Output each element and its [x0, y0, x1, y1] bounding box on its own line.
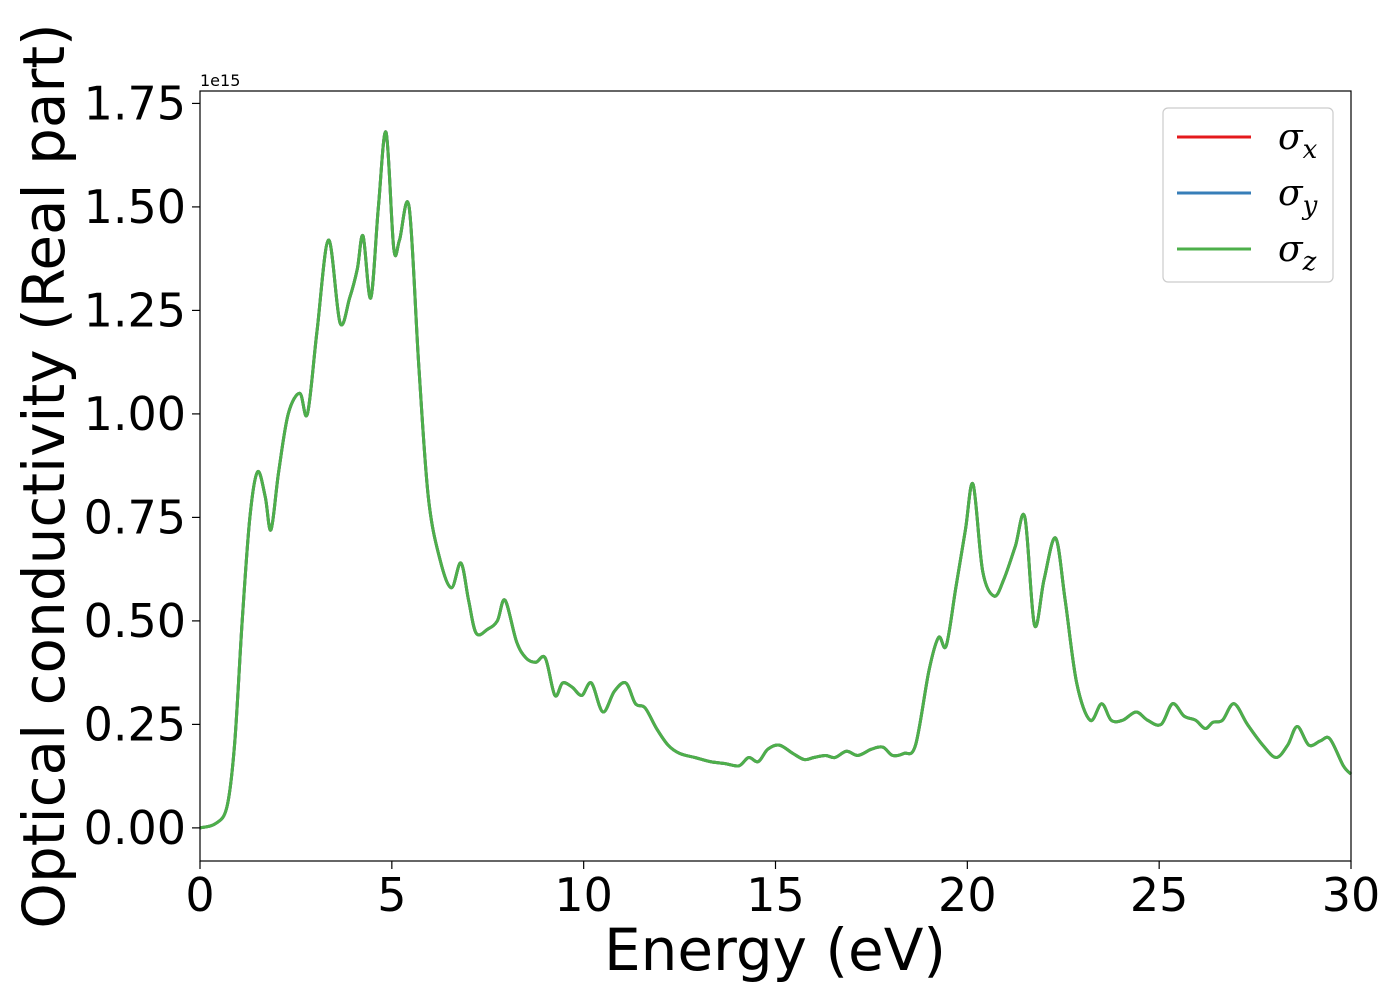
- x-axis-ticks: 0 5 10 15 20 25 30: [185, 861, 1380, 922]
- x-tick-label: 10: [554, 868, 613, 922]
- legend: σx σy σz: [1162, 107, 1334, 283]
- y-tick-label: 1.75: [84, 76, 186, 130]
- x-tick-label: 15: [746, 868, 805, 922]
- legend-label-sigma-z: σz: [1278, 229, 1317, 277]
- x-axis-label: Energy (eV): [604, 916, 946, 984]
- series-line-sigma-z: [199, 130, 1353, 830]
- legend-label-sigma-x: σx: [1278, 117, 1318, 165]
- y-tick-label: 0.00: [84, 801, 186, 855]
- y-offset-label: 1e15: [200, 71, 240, 90]
- y-tick-label: 1.50: [84, 180, 186, 234]
- x-tick-label: 0: [185, 868, 214, 922]
- y-tick-label: 1.00: [84, 387, 186, 441]
- x-tick-label: 5: [377, 868, 406, 922]
- y-tick-label: 0.75: [84, 490, 186, 544]
- legend-label-sigma-y: σy: [1278, 173, 1318, 221]
- y-tick-label: 0.25: [84, 697, 186, 751]
- series-layer: [199, 130, 1353, 830]
- y-tick-label: 0.50: [84, 594, 186, 648]
- y-tick-label: 1.25: [84, 283, 186, 337]
- x-tick-label: 20: [938, 868, 997, 922]
- y-axis-ticks: 0.00 0.25 0.50 0.75 1.00 1.25 1.50 1.75: [84, 76, 200, 855]
- y-axis-label: Optical conductivity (Real part): [10, 23, 78, 928]
- x-tick-label: 30: [1322, 868, 1381, 922]
- x-tick-label: 25: [1130, 868, 1189, 922]
- legend-box: [1162, 107, 1334, 283]
